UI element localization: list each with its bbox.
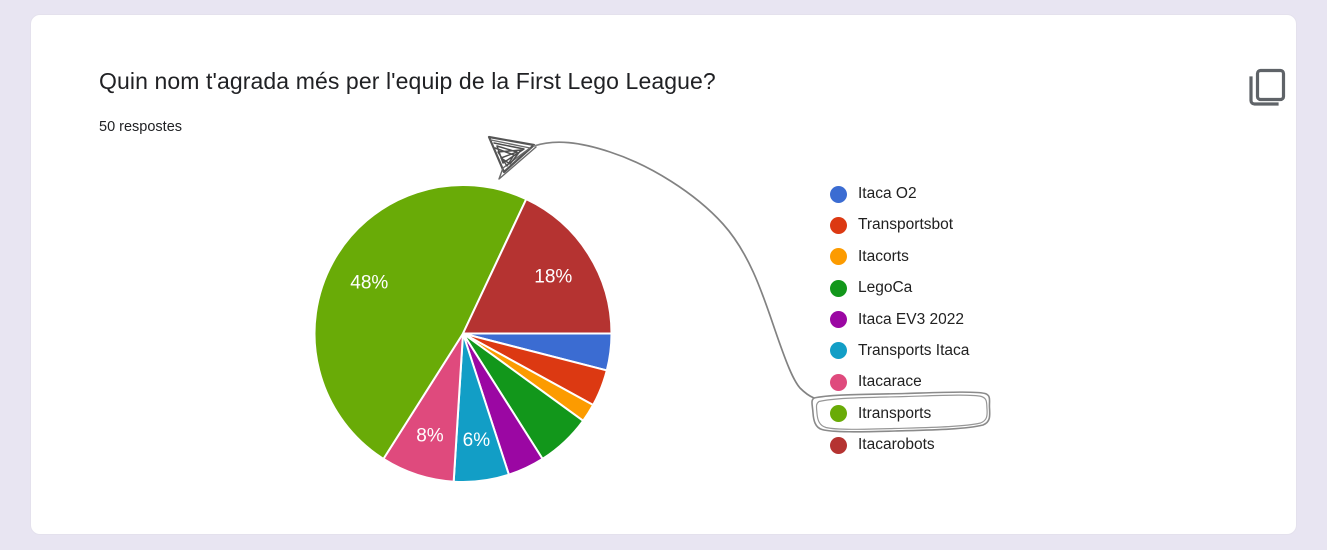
legend-dot	[830, 279, 847, 297]
pie-slice-label: 18%	[534, 267, 572, 288]
question-title: Quin nom t'agrada més per l'equip de la …	[99, 68, 716, 94]
legend-item-itacarobots: Itacarobots	[830, 436, 969, 454]
legend-item-itaca-o2: Itaca O2	[830, 185, 969, 203]
annotation-arrowhead-icon	[487, 135, 537, 180]
legend-label: Itaca EV3 2022	[858, 310, 964, 328]
pie-slice-itransports[interactable]	[313, 184, 528, 460]
legend-item-transportsbot: Transportsbot	[830, 216, 969, 234]
hand-drawn-annotation	[487, 135, 991, 433]
legend-item-itacorts: Itacorts	[830, 248, 969, 266]
legend-item-itransports: Itransports	[830, 405, 969, 423]
copy-button[interactable]	[1241, 65, 1293, 115]
annotation-circle	[811, 391, 991, 433]
legend-dot	[830, 248, 847, 266]
pie-slice-itacarobots[interactable]	[462, 198, 613, 335]
legend-label: LegoCa	[858, 279, 913, 297]
responses-count: 50 respostes	[99, 119, 183, 135]
legend-dot	[830, 185, 847, 203]
pie-slice-label: 8%	[416, 426, 444, 447]
copy-icon	[1249, 68, 1286, 106]
annotation-circle-second-stroke	[815, 394, 988, 430]
legend-dot	[830, 373, 847, 391]
chart-legend: Itaca O2 Transportsbot Itacorts LegoCa Itaca…	[830, 185, 969, 454]
legend-item-itaca-ev3-2022: Itaca EV3 2022	[830, 311, 969, 329]
legend-label: Itaca O2	[858, 185, 917, 202]
legend-dot	[830, 405, 847, 423]
legend-item-itacarace: Itacarace	[830, 373, 969, 391]
legend-dot	[830, 436, 847, 454]
legend-dot	[830, 311, 847, 329]
legend-dot	[830, 216, 847, 234]
legend-label: Transportsbot	[858, 216, 954, 234]
legend-label: Itransports	[858, 404, 932, 422]
legend-item-transports-itaca: Transports Itaca	[830, 342, 969, 360]
legend-item-legoca: LegoCa	[830, 279, 969, 297]
pie-slice-label: 48%	[350, 272, 388, 293]
legend-label: Itacarobots	[858, 436, 935, 454]
annotation-curve	[533, 141, 815, 399]
question-summary-card: Quin nom t'agrada més per l'equip de la …	[30, 14, 1297, 535]
legend-label: Itacarace	[858, 373, 922, 391]
legend-label: Itacorts	[858, 247, 909, 265]
legend-dot	[830, 342, 847, 360]
legend-label: Transports Itaca	[858, 341, 970, 359]
pie-slice-label: 6%	[463, 430, 491, 451]
